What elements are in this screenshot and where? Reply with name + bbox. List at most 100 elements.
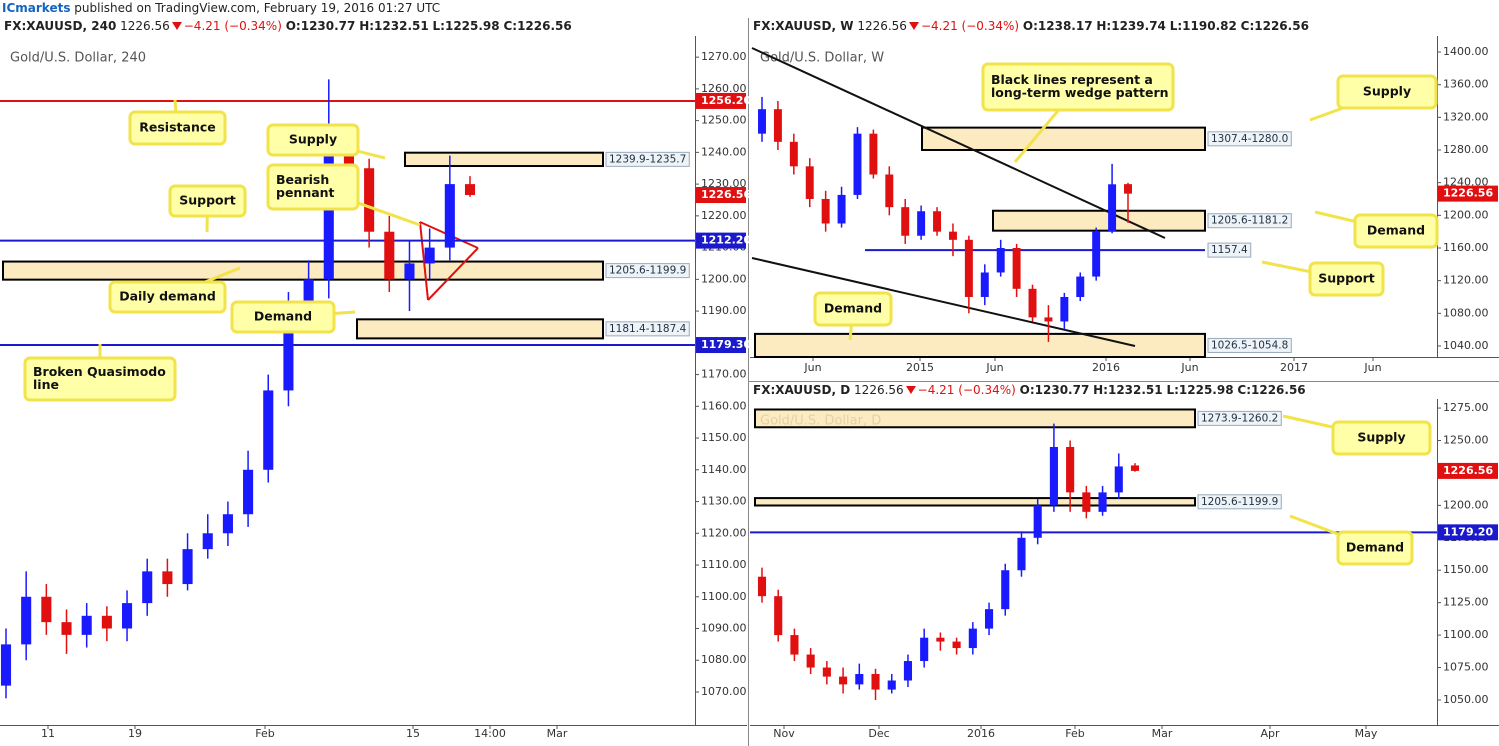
y-tick-label: 1040.00 (1443, 339, 1489, 352)
level-tag (1438, 524, 1498, 541)
candle-body (822, 667, 831, 677)
last-price-tag (1438, 185, 1498, 202)
callout-text: pennant (276, 185, 335, 200)
x-tick-label: Jun (985, 361, 1003, 374)
candle-body (1017, 537, 1026, 571)
y-tick-label: 1120.00 (701, 526, 747, 539)
zone-label-box (605, 321, 690, 337)
candle-body (806, 654, 815, 668)
candle-body (1012, 247, 1021, 289)
x-tick-label: May (1355, 727, 1378, 740)
candle-body (404, 263, 415, 280)
zone-label-box (605, 151, 690, 167)
down-arrow (908, 22, 919, 30)
candle-body (757, 576, 767, 597)
x-tick-label: Jun (1180, 361, 1198, 374)
y-tick-label: 1070.00 (701, 685, 747, 698)
down-arrow (905, 386, 916, 394)
zone-label: 1181.4-1187.4 (609, 323, 687, 335)
candle-body (81, 615, 92, 635)
candle-body (384, 231, 395, 280)
publish-line: ICmarkets published on TradingView.com, … (2, 1, 440, 15)
x-tick-label: Feb (255, 727, 274, 740)
callout-text: long-term wedge pattern (991, 85, 1169, 100)
x-tick-label: 11 (41, 727, 55, 740)
watermark: Gold/U.S. Dollar, 240 (10, 51, 146, 66)
level-tag-label: 1212.20 (701, 234, 751, 247)
chart-header: FX:XAUUSD, 240 1226.56 −4.21 (−0.34%) O:1… (4, 19, 572, 33)
candle-body (1108, 184, 1117, 232)
candle-body (41, 596, 52, 623)
y-tick-label: 1120.00 (1443, 274, 1489, 287)
zone (921, 126, 1206, 151)
callout (1336, 74, 1438, 110)
candle-body (1114, 466, 1123, 493)
candle-body (917, 211, 926, 236)
callout-text: Supply (1363, 84, 1411, 99)
candle-body (984, 609, 994, 629)
callout-text: Resistance (139, 120, 215, 135)
zone (2, 260, 604, 281)
callout-text: Daily demand (119, 289, 216, 304)
y-tick-label: 1140.00 (701, 463, 747, 476)
x-tick-label: 2017 (1280, 361, 1308, 374)
callout-text: Broken Quasimodo (33, 364, 166, 379)
candle-body (1082, 492, 1091, 512)
candle-body (222, 514, 233, 534)
candle-body (61, 622, 72, 635)
candle-body (464, 184, 476, 196)
down-arrow (171, 22, 182, 30)
candle-body (948, 231, 957, 240)
candle-body (283, 311, 294, 391)
y-tick-label: 1260.00 (701, 82, 747, 95)
candle-body (122, 603, 133, 629)
candle-body (853, 133, 862, 195)
candle-body (837, 194, 846, 224)
y-tick-label: 1190.00 (701, 304, 747, 317)
y-tick-label: 1230.00 (701, 177, 747, 190)
candle-body (142, 571, 153, 604)
last-price-tag (1438, 462, 1498, 479)
y-tick-label: 1075.00 (1443, 661, 1489, 674)
callout-text: Demand (1346, 540, 1404, 555)
y-tick-label: 1240.00 (701, 145, 747, 158)
x-tick-label: 19 (128, 727, 142, 740)
candle-body (885, 174, 894, 208)
last-price: 1226.56 (120, 19, 170, 33)
y-tick-label: 1200.00 (1443, 498, 1489, 511)
drawing-line (427, 247, 479, 301)
symbol: FX:XAUUSD, 240 (4, 19, 117, 33)
candle-body (182, 549, 193, 585)
candle-body (364, 168, 375, 232)
ohlc: H:1239.74 (1096, 19, 1166, 33)
y-tick-label: 1080.00 (701, 653, 747, 666)
published: published on TradingView.com, February 1… (74, 1, 441, 15)
y-tick-label: 1400.00 (1443, 45, 1489, 58)
callout (1353, 213, 1439, 249)
y-tick-label: 1280.00 (1443, 143, 1489, 156)
candle-body (21, 596, 32, 645)
last-price-label: 1226.56 (1443, 464, 1493, 477)
symbol: FX:XAUUSD, D (753, 383, 851, 397)
x-tick-label: Jun (1363, 361, 1381, 374)
y-tick-label: 1220.00 (701, 209, 747, 222)
y-tick-label: 1150.00 (1443, 563, 1489, 576)
y-tick-label: 1100.00 (1443, 628, 1489, 641)
symbol: FX:XAUUSD, W (753, 19, 854, 33)
level-tag-label: 1179.30 (701, 338, 751, 351)
y-tick-label: 1320.00 (1443, 110, 1489, 123)
x-tick-label: 2016 (1092, 361, 1120, 374)
y-tick-label: 1130.00 (701, 495, 747, 508)
candle-body (1028, 288, 1037, 318)
ohlc: O:1230.77 (285, 19, 356, 33)
zone (356, 318, 604, 340)
candle-body (903, 661, 913, 681)
callout (1331, 420, 1432, 456)
chart-header: FX:XAUUSD, D 1226.56 −4.21 (−0.34%) O:123… (753, 383, 1306, 397)
brand: ICmarkets (2, 1, 71, 15)
candle-body (774, 596, 783, 636)
candle-body (101, 615, 112, 629)
ohlc: C:1226.56 (1240, 19, 1309, 33)
level-label: 1157.4 (1211, 244, 1248, 256)
candle-body (1060, 296, 1069, 322)
